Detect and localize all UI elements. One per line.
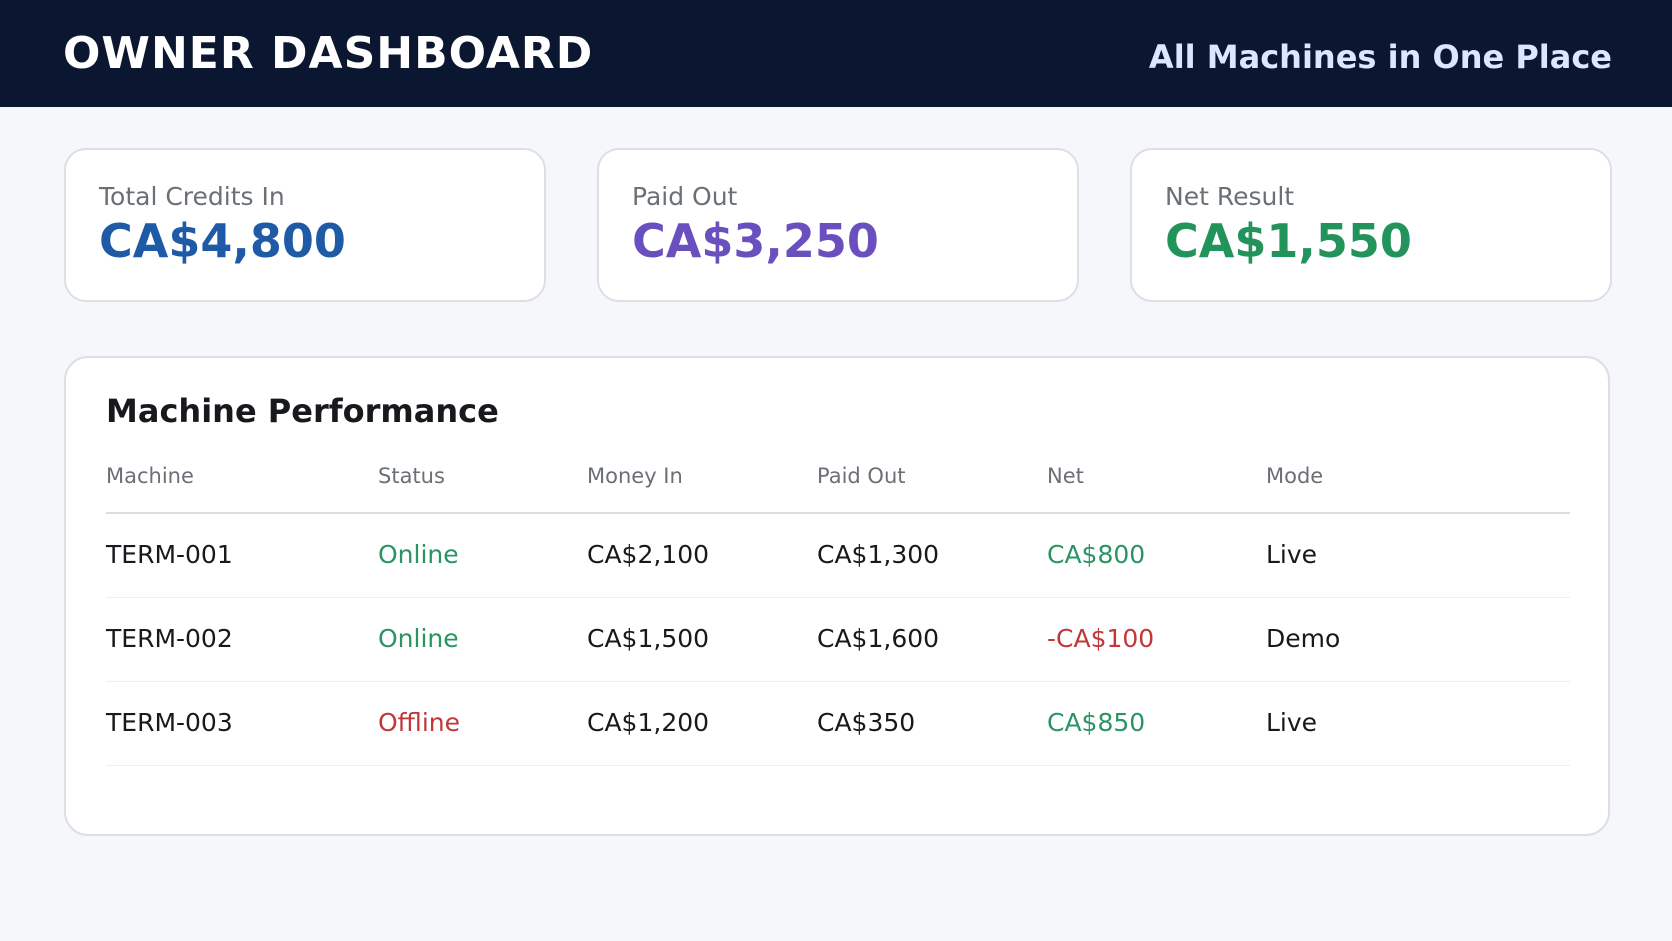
table-row[interactable]: TERM-001 Online CA$2,100 CA$1,300 CA$800…: [106, 514, 1570, 598]
status-text: Online: [378, 540, 459, 569]
column-header-machine: Machine: [106, 464, 194, 488]
top-bar: OWNER DASHBOARD All Machines in One Plac…: [0, 0, 1672, 107]
stat-card-paid-out: Paid Out CA$3,250: [597, 148, 1079, 302]
stat-card-net-result: Net Result CA$1,550: [1130, 148, 1612, 302]
dashboard-title: OWNER DASHBOARD: [63, 28, 594, 79]
stat-value: CA$4,800: [99, 214, 346, 268]
table-header: Machine Status Money In Paid Out Net Mod…: [106, 464, 1570, 514]
table-row[interactable]: TERM-003 Offline CA$1,200 CA$350 CA$850 …: [106, 682, 1570, 766]
mode-value: Demo: [1266, 624, 1341, 653]
paid-out-value: CA$1,300: [817, 540, 940, 569]
panel-title: Machine Performance: [106, 392, 499, 430]
column-header-net: Net: [1047, 464, 1084, 488]
status-text: Online: [378, 624, 459, 653]
stat-label: Total Credits In: [99, 182, 285, 211]
stat-label: Net Result: [1165, 182, 1295, 211]
mode-value: Live: [1266, 540, 1318, 569]
net-value: CA$800: [1047, 540, 1146, 569]
machine-performance-panel: Machine Performance Machine Status Money…: [64, 356, 1610, 836]
column-header-money-in: Money In: [587, 464, 683, 488]
paid-out-value: CA$1,600: [817, 624, 940, 653]
money-in-value: CA$1,200: [587, 708, 710, 737]
dashboard-subtitle: All Machines in One Place: [1148, 38, 1612, 76]
machine-table: Machine Status Money In Paid Out Net Mod…: [106, 464, 1570, 766]
net-value: CA$850: [1047, 708, 1146, 737]
machine-id: TERM-001: [106, 540, 233, 569]
money-in-value: CA$2,100: [587, 540, 710, 569]
machine-id: TERM-002: [106, 624, 233, 653]
stat-value: CA$3,250: [632, 214, 879, 268]
stat-label: Paid Out: [632, 182, 738, 211]
money-in-value: CA$1,500: [587, 624, 710, 653]
machine-id: TERM-003: [106, 708, 233, 737]
mode-value: Live: [1266, 708, 1318, 737]
column-header-mode: Mode: [1266, 464, 1324, 488]
paid-out-value: CA$350: [817, 708, 916, 737]
table-row[interactable]: TERM-002 Online CA$1,500 CA$1,600 -CA$10…: [106, 598, 1570, 682]
stat-card-total-credits: Total Credits In CA$4,800: [64, 148, 546, 302]
stat-value: CA$1,550: [1165, 214, 1412, 268]
net-value: -CA$100: [1047, 624, 1155, 653]
column-header-paid-out: Paid Out: [817, 464, 906, 488]
status-text: Offline: [378, 708, 461, 737]
column-header-status: Status: [378, 464, 445, 488]
